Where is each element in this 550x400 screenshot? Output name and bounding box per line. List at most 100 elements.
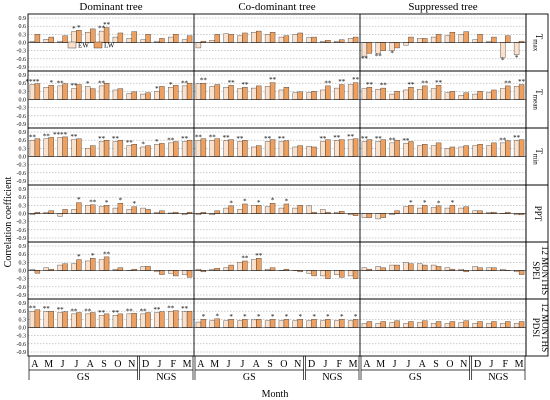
bar-ew [417, 207, 423, 214]
panel-row3-col1: ** ** **** ** ** **** * * ** ** [28, 131, 194, 182]
bar-ew [43, 311, 49, 328]
significance-star: ** [84, 307, 92, 315]
bar-lw [505, 85, 511, 100]
month-label: M [349, 359, 358, 370]
significance-star: ** [375, 52, 383, 60]
bar-lw [435, 321, 442, 328]
bar-ew [486, 267, 492, 271]
bar-ew [403, 262, 409, 271]
month-label: O [446, 359, 453, 370]
bar-ew [347, 270, 354, 277]
bar-lw [76, 312, 82, 328]
bar-lw [366, 42, 373, 54]
bar-ew [85, 260, 91, 271]
significance-star: ** [43, 132, 51, 140]
bar-lw [214, 34, 220, 43]
y-tick-label: 0.6 [19, 138, 27, 144]
bar-lw [477, 321, 483, 328]
group-label: NGS [322, 372, 342, 383]
bar-ew [85, 148, 91, 157]
y-tick-label: 0.3 [19, 89, 27, 95]
group-label: GS [77, 372, 90, 383]
bar-lw [90, 258, 96, 271]
bar-ew [320, 89, 326, 100]
significance-star: * [298, 313, 302, 321]
bar-lw [214, 138, 220, 157]
y-tick-label: -0.6 [17, 57, 27, 63]
significance-star: * [285, 313, 289, 321]
y-tick-label: 0.6 [19, 81, 27, 87]
bar-ew [112, 315, 119, 328]
bar-lw [117, 313, 124, 328]
bar-lw [394, 264, 400, 271]
bar-ew [209, 40, 215, 43]
bar-lw [62, 35, 68, 43]
bar-lw [269, 202, 276, 214]
bar-lw [408, 263, 414, 271]
bar-lw [159, 311, 165, 328]
bar-ew [430, 88, 437, 100]
bar-ew [71, 209, 77, 214]
bar-ew [57, 213, 63, 217]
bar-ew [57, 85, 63, 100]
bar-lw [159, 143, 165, 157]
significance-star: ** [89, 198, 97, 206]
bar-ew [112, 207, 119, 214]
bar-lw [186, 35, 193, 43]
bar-ew [361, 88, 368, 100]
y-tick-label: 0.3 [19, 32, 27, 38]
bar-ew [347, 139, 354, 157]
significance-star: ** [380, 82, 388, 90]
bar-lw [48, 310, 54, 328]
month-label: F [170, 359, 176, 370]
bar-ew [417, 38, 423, 43]
bar-ew [361, 42, 368, 57]
bar-lw [90, 88, 96, 100]
column-title: Dominant tree [79, 1, 142, 13]
significance-star: ** [333, 134, 341, 142]
bar-lw [117, 88, 124, 100]
bar-ew [444, 267, 451, 271]
bar-lw [505, 140, 511, 157]
bar-lw [297, 145, 303, 157]
row-label-sub: max [532, 39, 540, 52]
month-label: J [406, 359, 410, 370]
bar-lw [283, 87, 290, 100]
significance-star: ** [513, 134, 521, 142]
panel-row1-col3: ** ** ** * [360, 17, 526, 68]
panel-row5-col3 [360, 245, 526, 296]
bar-lw [34, 83, 41, 100]
row-label-sub: min [532, 154, 540, 165]
bar-lw [463, 92, 469, 100]
bar-lw [228, 34, 234, 43]
row-label: Tmean [532, 89, 545, 110]
month-label: M [210, 359, 219, 370]
bar-ew [140, 93, 146, 100]
y-tick-label: -0.9 [17, 65, 27, 71]
bar-ew [237, 262, 243, 271]
bar-ew [85, 313, 91, 328]
month-label: J [240, 359, 244, 370]
bar-lw [117, 202, 124, 214]
bar-ew [444, 207, 451, 214]
bar-ew [71, 139, 77, 157]
bar-ew [486, 92, 492, 100]
bar-lw [269, 82, 276, 100]
bar-lw [62, 136, 68, 157]
month-label: D [308, 359, 315, 370]
bar-ew [444, 35, 451, 43]
bar-lw [103, 313, 110, 328]
significance-star: ** [347, 133, 355, 141]
month-label: M [376, 359, 385, 370]
bar-lw [34, 270, 41, 274]
y-tick-label: 0.0 [19, 269, 27, 275]
bar-ew [237, 320, 243, 328]
bar-lw [518, 270, 525, 275]
bar-ew [71, 313, 77, 328]
bar-lw [90, 312, 96, 328]
bar-ew [278, 320, 285, 328]
bar-ew [209, 139, 215, 157]
month-label: J [393, 359, 397, 370]
month-label: N [294, 359, 301, 370]
